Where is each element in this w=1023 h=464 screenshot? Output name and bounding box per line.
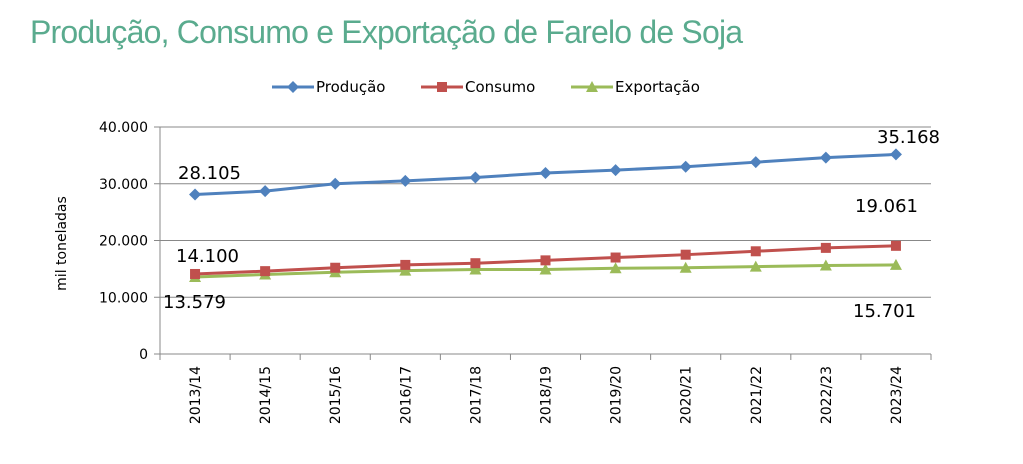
x-tick-label: 2017/18 (468, 366, 484, 424)
data-point (540, 255, 551, 266)
page-title: Produção, Consumo e Exportação de Farelo… (30, 14, 743, 50)
data-point (610, 252, 621, 263)
data-point (330, 262, 341, 273)
data-label: 13.579 (163, 292, 226, 313)
data-label: 14.100 (176, 246, 239, 267)
data-label: 15.701 (853, 301, 916, 322)
legend-label: Exportação (615, 78, 700, 96)
x-tick-label: 2023/24 (889, 366, 905, 424)
data-point (890, 240, 901, 251)
legend-label: Produção (316, 78, 385, 96)
data-point (190, 268, 201, 279)
data-point (539, 166, 552, 179)
data-point (539, 263, 552, 275)
x-tick-label: 2018/19 (539, 366, 555, 424)
data-point (680, 249, 691, 260)
x-tick-label: 2016/17 (398, 366, 414, 424)
legend-item: Consumo (421, 78, 535, 96)
x-tick-label: 2021/22 (749, 366, 765, 424)
data-point (750, 246, 761, 257)
data-point (679, 261, 692, 273)
data-point (749, 260, 762, 272)
data-point (679, 160, 692, 173)
data-label: 28.105 (178, 163, 241, 184)
gridlines (160, 126, 931, 298)
data-point (399, 264, 412, 276)
data-point (889, 258, 902, 270)
data-point (469, 171, 482, 184)
x-tick-label: 2013/14 (188, 366, 204, 424)
data-point (399, 174, 412, 187)
data-labels: 28.105 35.168 14.100 19.061 13.579 15.701 (163, 127, 940, 322)
data-point (470, 258, 481, 269)
data-point (749, 156, 762, 169)
series-2 (189, 258, 902, 282)
y-tick-label: 0 (139, 347, 148, 363)
y-tick-labels: 0 10.000 20.000 30.000 40.000 (99, 120, 148, 363)
series-0 (189, 148, 902, 201)
y-axis-title: mil toneladas (54, 196, 70, 291)
data-point (819, 259, 832, 271)
x-tick-label: 2015/16 (328, 366, 344, 424)
legend-label: Consumo (465, 78, 535, 96)
x-tick-labels: 2013/14 2014/15 2015/16 2016/17 2017/18 2018/… (188, 366, 905, 424)
data-point (400, 259, 411, 270)
x-tick-label: 2014/15 (258, 366, 274, 424)
x-tick-label: 2020/21 (679, 366, 695, 424)
x-tick-label: 2022/23 (819, 366, 835, 424)
legend-item: Exportação (571, 78, 700, 96)
data-point (259, 185, 272, 198)
data-label: 35.168 (877, 127, 940, 148)
data-point (889, 148, 902, 161)
y-tick-label: 30.000 (99, 177, 148, 193)
data-point (469, 263, 482, 275)
data-point (609, 164, 622, 177)
axes (154, 126, 932, 360)
series-1 (190, 240, 901, 279)
y-tick-label: 20.000 (99, 234, 148, 250)
x-tick-label: 2019/20 (609, 366, 625, 424)
y-tick-label: 40.000 (99, 120, 148, 136)
legend: Produção Consumo Exportação (272, 78, 700, 96)
series-lines (189, 148, 902, 282)
legend-marker (586, 81, 598, 92)
data-point (609, 262, 622, 274)
data-point (820, 242, 831, 253)
legend-item: Produção (272, 78, 385, 96)
data-point (329, 177, 342, 190)
data-label: 19.061 (855, 196, 918, 217)
legend-marker (287, 81, 299, 93)
data-point (819, 151, 832, 164)
legend-marker (437, 82, 447, 92)
data-point (260, 266, 271, 277)
y-tick-label: 10.000 (99, 290, 148, 306)
data-point (189, 188, 202, 201)
